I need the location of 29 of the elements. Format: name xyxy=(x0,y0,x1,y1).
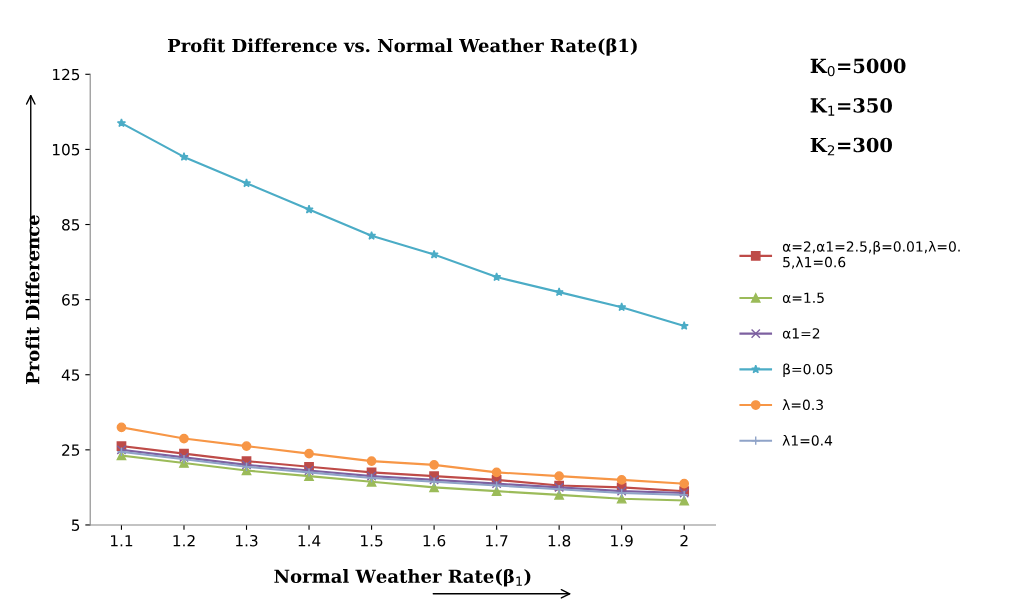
y-tick-label: 105 xyxy=(52,143,80,156)
x-tick-label: 1.6 xyxy=(423,534,446,547)
x-tick-label: 1.2 xyxy=(173,534,195,547)
text: K$_{0}$=5000 xyxy=(810,58,906,77)
y-tick-label: 25 xyxy=(62,444,80,456)
legend-label: α=2,α1=2.5,β=0.01,λ=0.5,λ1=0.6 xyxy=(782,240,960,269)
x-tick-label: 1.1 xyxy=(110,535,133,547)
y-tick-label: 45 xyxy=(61,369,80,381)
y-tick-label: 65 xyxy=(62,294,80,306)
y-tick-label: 5 xyxy=(71,519,80,531)
chart-title: Profit Difference vs. Normal Weather Rate(β1) xyxy=(167,38,637,56)
text: K$_{2}$=300 xyxy=(810,137,892,156)
y-axis-title: Profit Difference xyxy=(25,215,40,385)
legend-label: λ=0.3 xyxy=(782,399,823,411)
x-tick-label: 1.8 xyxy=(548,534,571,547)
y-tick-label: 125 xyxy=(52,68,80,81)
legend-label: λ1=0.4 xyxy=(782,435,833,446)
legend-label: α1=2 xyxy=(782,328,820,339)
x-tick-label: 1.9 xyxy=(611,534,633,547)
legend-label: α=1.5 xyxy=(782,292,824,303)
x-tick-label: 1.3 xyxy=(236,534,258,547)
x-tick-label: 1.4 xyxy=(298,535,321,547)
x-axis-title: Normal Weather Rate(β$_{1}$) xyxy=(274,568,531,587)
legend-label: β=0.05 xyxy=(783,363,833,378)
y-tick-label: 85 xyxy=(62,218,80,231)
x-tick-label: 1.5 xyxy=(361,535,383,547)
x-tick-label: 2 xyxy=(680,534,688,547)
x-tick-label: 1.7 xyxy=(486,535,508,547)
text: K$_{1}$=350 xyxy=(810,98,892,116)
